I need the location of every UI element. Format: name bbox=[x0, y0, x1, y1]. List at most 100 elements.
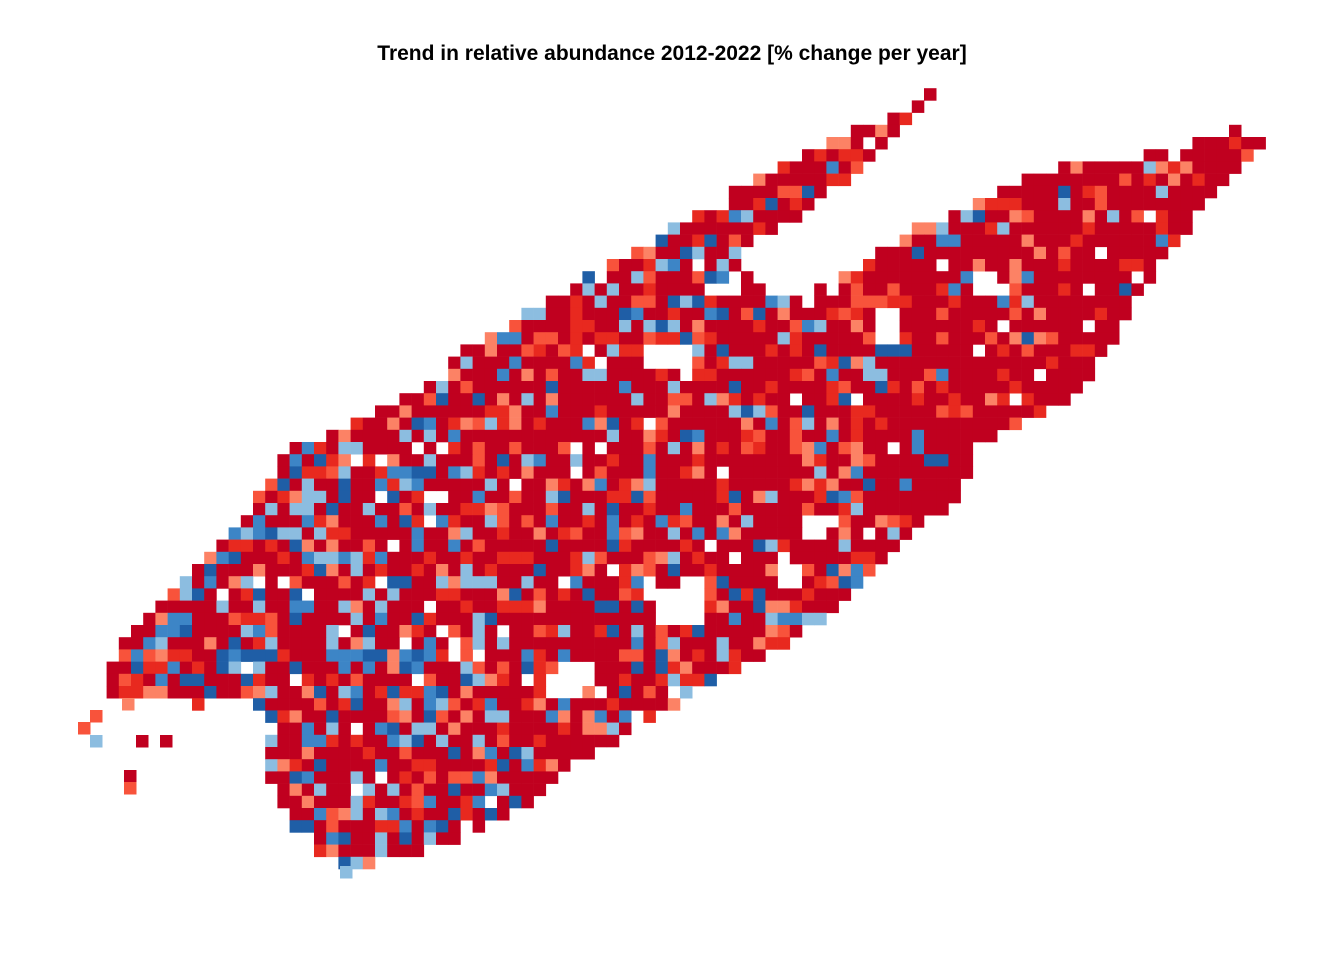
raster-cell bbox=[192, 564, 205, 577]
raster-cell bbox=[558, 539, 571, 553]
raster-cell bbox=[741, 625, 754, 638]
raster-cell bbox=[350, 698, 364, 711]
raster-cell bbox=[326, 527, 339, 540]
raster-cell bbox=[655, 283, 669, 296]
raster-cell bbox=[655, 393, 669, 406]
raster-cell bbox=[1082, 259, 1096, 272]
raster-cell bbox=[997, 417, 1010, 431]
raster-cell bbox=[985, 295, 998, 309]
raster-cell bbox=[1192, 161, 1205, 174]
raster-cell bbox=[753, 429, 766, 443]
raster-cell bbox=[875, 417, 888, 431]
raster-cell bbox=[619, 332, 632, 345]
raster-cell bbox=[350, 808, 364, 821]
raster-cell bbox=[814, 478, 827, 492]
raster-cell bbox=[326, 625, 339, 638]
raster-cell bbox=[265, 734, 278, 748]
raster-cell bbox=[314, 661, 327, 675]
raster-cell bbox=[350, 612, 364, 626]
raster-cell bbox=[326, 600, 339, 614]
raster-cell bbox=[509, 734, 522, 748]
raster-cell bbox=[545, 747, 559, 760]
raster-cell bbox=[1143, 234, 1157, 248]
raster-cell bbox=[1107, 271, 1120, 284]
raster-cell bbox=[472, 527, 486, 540]
raster-cell bbox=[460, 344, 473, 357]
raster-cell bbox=[655, 332, 669, 345]
raster-cell bbox=[948, 368, 961, 382]
raster-cell bbox=[533, 368, 547, 382]
raster-cell bbox=[1033, 344, 1047, 357]
raster-cell bbox=[484, 649, 498, 662]
raster-cell bbox=[399, 466, 412, 479]
raster-cell bbox=[1119, 210, 1132, 223]
raster-cell bbox=[314, 588, 327, 601]
raster-cell bbox=[680, 417, 693, 431]
raster-cell bbox=[1204, 185, 1218, 199]
raster-cell bbox=[728, 381, 742, 394]
raster-cell bbox=[826, 320, 839, 333]
raster-cell bbox=[399, 588, 412, 601]
raster-cell bbox=[558, 625, 571, 638]
raster-cell bbox=[948, 283, 961, 296]
raster-cell bbox=[594, 734, 608, 748]
raster-cell bbox=[643, 332, 656, 345]
raster-cell bbox=[680, 442, 693, 455]
raster-cell bbox=[960, 307, 974, 321]
raster-cell bbox=[228, 588, 242, 601]
raster-cell bbox=[802, 503, 815, 516]
raster-cell bbox=[972, 381, 986, 394]
raster-cell bbox=[924, 429, 937, 443]
raster-cell bbox=[887, 259, 900, 272]
raster-cell bbox=[375, 600, 388, 614]
raster-cell bbox=[924, 490, 937, 504]
raster-cell bbox=[777, 295, 791, 309]
raster-cell bbox=[387, 820, 400, 833]
raster-cell bbox=[777, 210, 791, 223]
raster-cell bbox=[570, 478, 583, 492]
raster-cell bbox=[460, 466, 473, 479]
raster-cell bbox=[472, 490, 486, 504]
raster-cell bbox=[594, 478, 608, 492]
raster-cell bbox=[1204, 173, 1218, 187]
raster-cell bbox=[728, 429, 742, 443]
raster-cell bbox=[704, 576, 717, 589]
raster-cell bbox=[338, 795, 351, 809]
raster-cell bbox=[741, 490, 754, 504]
raster-cell bbox=[570, 332, 583, 345]
raster-cell bbox=[1021, 295, 1035, 309]
raster-cell bbox=[448, 710, 461, 723]
raster-cell bbox=[887, 405, 900, 418]
raster-cell bbox=[448, 368, 461, 382]
raster-cell bbox=[765, 295, 778, 309]
raster-cell bbox=[606, 734, 620, 748]
raster-cell bbox=[326, 747, 339, 760]
raster-cell bbox=[118, 649, 132, 662]
raster-cell bbox=[314, 783, 327, 797]
raster-cell bbox=[826, 478, 839, 492]
raster-cell bbox=[460, 478, 473, 492]
raster-cell bbox=[448, 417, 461, 431]
raster-cell bbox=[387, 600, 400, 614]
raster-cell bbox=[741, 551, 754, 565]
raster-cell bbox=[911, 381, 925, 394]
raster-cell bbox=[753, 503, 766, 516]
raster-cell bbox=[545, 429, 559, 443]
raster-cell bbox=[631, 295, 644, 309]
raster-cell bbox=[155, 612, 168, 626]
raster-cell bbox=[533, 356, 547, 370]
raster-cell bbox=[362, 637, 376, 650]
raster-cell bbox=[936, 295, 949, 309]
raster-cell bbox=[558, 417, 571, 431]
raster-cell bbox=[265, 612, 278, 626]
raster-cell bbox=[362, 698, 376, 711]
raster-cell bbox=[985, 259, 998, 272]
raster-cell bbox=[1107, 295, 1120, 309]
raster-cell bbox=[570, 417, 583, 431]
raster-cell bbox=[362, 783, 376, 797]
raster-cell bbox=[1119, 185, 1132, 199]
raster-cell bbox=[399, 515, 412, 528]
raster-cell bbox=[338, 539, 351, 553]
raster-cell bbox=[570, 747, 583, 760]
raster-cell bbox=[716, 295, 730, 309]
